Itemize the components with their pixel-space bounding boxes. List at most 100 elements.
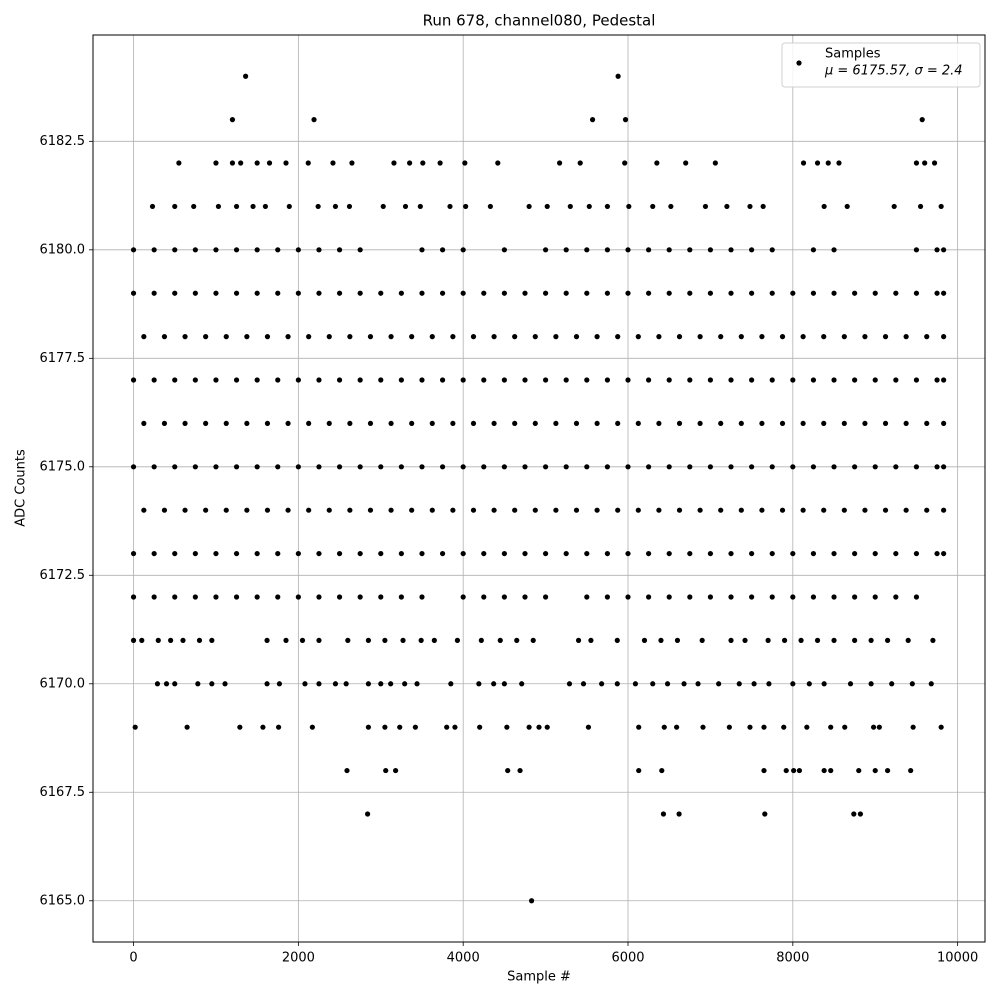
- data-point: [316, 247, 322, 253]
- data-point: [831, 594, 837, 600]
- data-point: [922, 160, 928, 166]
- data-point: [831, 464, 837, 470]
- data-point: [213, 247, 219, 253]
- data-point: [751, 681, 757, 687]
- data-point: [233, 464, 240, 470]
- data-point: [557, 160, 563, 166]
- data-point: [650, 203, 656, 210]
- data-point: [367, 507, 374, 513]
- data-point: [497, 637, 503, 643]
- chart-title: Run 678, channel080, Pedestal: [423, 12, 656, 30]
- data-point: [223, 334, 229, 340]
- data-point: [594, 334, 600, 340]
- data-point: [276, 681, 283, 687]
- data-point: [229, 160, 236, 166]
- data-point: [842, 724, 848, 730]
- data-point: [316, 594, 322, 600]
- data-point: [286, 203, 292, 210]
- data-point: [707, 550, 714, 557]
- data-point: [209, 681, 215, 687]
- data-point: [814, 637, 821, 643]
- data-point: [903, 507, 909, 513]
- data-point: [852, 637, 858, 643]
- data-point: [893, 464, 899, 470]
- data-point: [344, 767, 350, 774]
- y-tick-label: 6165.0: [40, 893, 86, 908]
- data-point: [295, 464, 301, 470]
- data-point: [676, 420, 683, 427]
- data-point: [841, 334, 847, 340]
- data-point: [724, 203, 730, 210]
- data-point: [831, 377, 837, 383]
- data-point: [769, 247, 775, 253]
- data-point: [237, 724, 243, 730]
- data-point: [747, 724, 753, 730]
- data-point: [172, 203, 178, 210]
- y-tick-label: 6167.5: [40, 785, 86, 800]
- data-point: [862, 334, 868, 340]
- data-point: [930, 637, 936, 643]
- data-point: [264, 420, 271, 427]
- data-point: [697, 420, 703, 427]
- data-point: [141, 507, 147, 513]
- data-point: [398, 594, 404, 600]
- data-point: [260, 724, 266, 730]
- data-point: [666, 464, 672, 470]
- data-point: [687, 464, 693, 470]
- data-point: [336, 464, 343, 470]
- data-point: [151, 464, 157, 470]
- data-point: [941, 464, 947, 470]
- legend-label: Samples: [825, 47, 881, 62]
- data-point: [316, 464, 322, 470]
- data-point: [903, 420, 909, 427]
- data-point: [646, 594, 652, 600]
- y-tick-label: 6180.0: [40, 242, 86, 257]
- data-point: [687, 290, 693, 296]
- data-point: [402, 681, 408, 687]
- data-point: [365, 724, 372, 730]
- data-point: [759, 334, 765, 340]
- data-point: [347, 334, 353, 340]
- data-point: [283, 637, 289, 643]
- data-point: [357, 377, 363, 383]
- data-point: [563, 550, 569, 557]
- data-point: [388, 681, 394, 687]
- data-point: [460, 464, 466, 470]
- data-point: [481, 377, 487, 383]
- data-point: [695, 681, 701, 687]
- data-point: [439, 377, 446, 383]
- data-point: [903, 334, 909, 340]
- data-point: [749, 377, 755, 383]
- data-point: [857, 811, 863, 817]
- data-point: [573, 507, 580, 513]
- data-point: [163, 681, 170, 687]
- data-point: [349, 160, 355, 166]
- data-point: [941, 247, 947, 253]
- data-point: [378, 464, 384, 470]
- data-point: [264, 507, 271, 513]
- y-tick-label: 6177.5: [40, 351, 86, 366]
- data-point: [383, 767, 389, 774]
- data-point: [130, 464, 137, 470]
- data-point: [409, 420, 415, 427]
- data-point: [203, 420, 209, 427]
- data-point: [707, 594, 714, 600]
- data-point: [316, 681, 322, 687]
- data-point: [330, 160, 336, 166]
- data-point: [264, 637, 270, 643]
- data-point: [761, 767, 767, 774]
- data-point: [800, 334, 806, 340]
- data-point: [765, 637, 771, 643]
- data-point: [176, 160, 182, 166]
- data-point: [821, 334, 827, 340]
- y-tick-label: 6182.5: [40, 134, 86, 149]
- data-point: [254, 290, 260, 296]
- data-point: [622, 160, 628, 166]
- data-point: [847, 681, 854, 687]
- data-point: [707, 464, 714, 470]
- data-point: [872, 767, 878, 774]
- data-point: [419, 594, 425, 600]
- data-point: [584, 247, 590, 253]
- data-point: [604, 247, 610, 253]
